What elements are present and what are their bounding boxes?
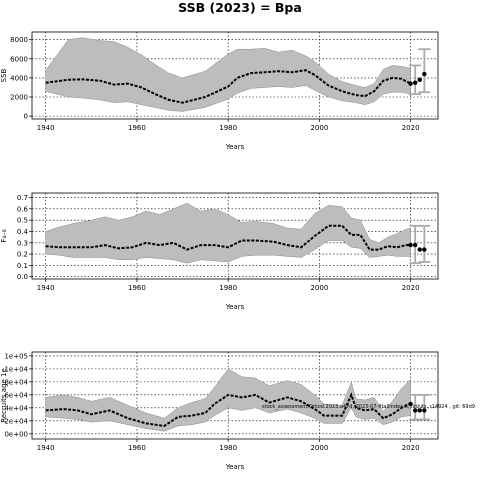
x-tick-label: 2000: [310, 124, 328, 132]
data-point: [408, 81, 413, 86]
y-tick-label: 6e+04: [4, 391, 28, 399]
median-line: [45, 392, 411, 428]
y-tick-label: 1e+05: [4, 352, 28, 360]
chart-title: SSB (2023) = Bpa: [178, 0, 302, 15]
median-line: [45, 224, 411, 251]
x-tick-label: 2020: [402, 284, 420, 292]
x-tick-label: 2020: [402, 444, 420, 452]
y-tick-label: 0.4: [17, 228, 29, 236]
y-tick-label: 1e+04: [4, 365, 28, 373]
x-tick-label: 1960: [128, 284, 146, 292]
y-tick-label: 2e+04: [4, 417, 28, 425]
x-tick-label: 1940: [37, 444, 55, 452]
y-tick-label: 8000: [10, 36, 28, 44]
y-axis-label: Recruits age 1e: [0, 368, 8, 423]
plot-frame: [31, 351, 439, 440]
y-tick-label: 0.3: [17, 239, 28, 247]
x-tick-label: 1940: [37, 284, 55, 292]
y-tick-label: 0.0: [17, 273, 28, 281]
annotation-text: stock_assessment.Orkod.2023.a47d, 2023-0…: [262, 404, 475, 410]
x-axis-label: Years: [225, 303, 245, 311]
recruits-panel: 1940 1960 1980 2000 2020 0e+00 2e+04 4e+04 6e+04…: [0, 351, 475, 471]
data-point: [417, 77, 422, 83]
plot-frame: [31, 192, 439, 280]
data-point: [412, 408, 418, 413]
data-point: [422, 247, 427, 252]
y-tick-label: 0.1: [17, 262, 28, 270]
fishing-mortality-panel: 1940 1960 1980 2000 2020 0.0 0.1 0.2 0.3 0.4 0.5 0.…: [0, 192, 439, 311]
ssb-panel: 1940 1960 1980 2000 2020 0 2000 4000 6000 8000 Yea…: [0, 31, 439, 151]
x-tick-label: 2020: [402, 124, 420, 132]
y-tick-label: 0.5: [17, 217, 28, 225]
data-point: [422, 408, 427, 413]
y-tick-label: 0: [24, 113, 28, 121]
y-axis-label: SSB: [0, 68, 8, 82]
plot-frame: [31, 31, 439, 120]
data-point: [408, 401, 413, 407]
y-axis-label: F₄₋₈: [0, 229, 8, 243]
y-tick-label: 6000: [10, 55, 28, 63]
confidence-band: [45, 202, 411, 264]
x-tick-label: 1960: [128, 444, 146, 452]
x-tick-label: 1960: [128, 124, 146, 132]
data-point: [408, 242, 413, 248]
confidence-band: [45, 368, 411, 432]
y-tick-label: 4000: [10, 74, 28, 82]
data-point: [412, 242, 418, 248]
x-tick-label: 2000: [310, 444, 328, 452]
x-tick-label: 2000: [310, 284, 328, 292]
y-tick-label: 0e+00: [4, 430, 28, 438]
data-point: [417, 408, 422, 413]
x-axis-label: Years: [225, 463, 245, 471]
x-tick-label: 1980: [219, 124, 237, 132]
y-tick-label: 0.7: [17, 194, 28, 202]
x-tick-label: 1980: [219, 284, 237, 292]
y-tick-label: 4e+04: [4, 404, 28, 412]
data-point: [412, 80, 418, 85]
y-tick-label: 8e+04: [4, 378, 28, 386]
y-tick-label: 0.6: [17, 205, 29, 213]
data-point: [422, 71, 427, 77]
data-point: [417, 247, 422, 252]
y-tick-label: 0.2: [17, 251, 28, 259]
y-tick-label: 2000: [10, 94, 28, 102]
confidence-band: [45, 37, 411, 112]
x-axis-label: Years: [225, 143, 245, 151]
x-tick-label: 1940: [37, 124, 55, 132]
x-tick-label: 1980: [219, 444, 237, 452]
median-line: [45, 69, 412, 104]
